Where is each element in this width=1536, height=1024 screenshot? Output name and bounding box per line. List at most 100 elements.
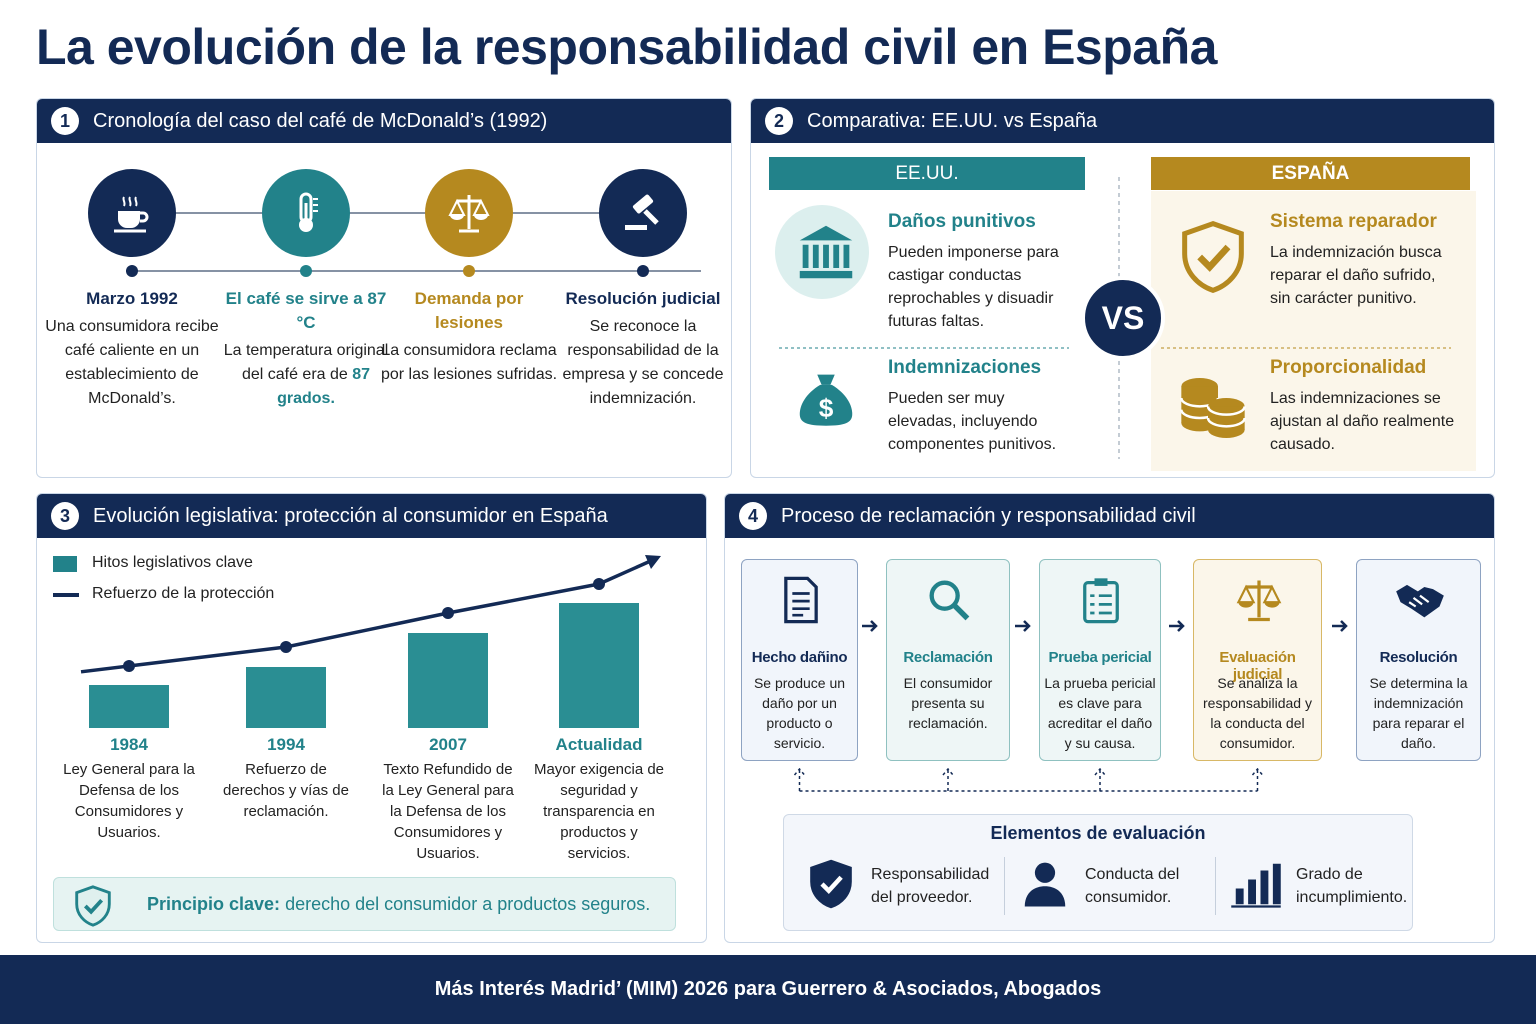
evaluation-title: Elementos de evaluación [990,823,1206,843]
drawing-layer [793,620,1348,792]
step: Demanda por lesiones La consumidora recla… [379,287,559,387]
panel-number: 2 [765,107,793,135]
icon [1173,217,1253,297]
feedback-arrow [1251,767,1264,791]
icon-part [299,218,313,232]
step-text: Se reconoce la responsabilidad de la emp… [553,315,731,411]
drawing-layer [126,212,701,277]
icon-part [1260,870,1269,905]
icon-part [1024,862,1066,907]
evaluation-item: Conducta del consumidor. [1085,866,1180,906]
flow-arrow [1332,620,1348,632]
panel-header: 1 Cronología del caso del café de McDonal… [37,99,731,143]
panel-title: Evolución legislativa: protección al con… [93,504,608,527]
step-title: El café se sirve a 87 °C [225,289,387,332]
icon [619,189,667,237]
icon [923,574,975,626]
icon-part [450,215,488,220]
principle-box: Principio clave: derecho del consumidor … [53,877,676,931]
icon-part [1090,594,1112,615]
icon-part [799,384,853,426]
panel-header: 2 Comparativa: EE.UU. vs España [751,99,1494,143]
icon-part [1083,578,1119,624]
principle-label: Principio clave: [147,894,281,914]
milestone-label: 1994 [267,735,305,754]
evaluation-separator [1004,857,1005,915]
icon-part [1094,578,1108,586]
step-text: Se determina la indemnización para repar… [1369,675,1468,751]
step-text: Una consumidora recibe café caliente en … [42,315,222,411]
timeline-dot [463,265,475,277]
icon [775,574,827,626]
line-point [280,641,292,653]
milestone-label: 2007 [429,735,467,754]
icon [108,189,156,237]
line-point [593,578,605,590]
milestone-label: 1984 [110,735,148,754]
evaluation-item: Grado de incumplimiento. [1296,866,1408,906]
icon-part [820,875,843,895]
flow-arrow [862,620,878,632]
icon [70,881,116,931]
principle-text: Principio clave: derecho del consumidor … [147,894,650,915]
step-highlight: 87 grados. [277,366,371,407]
panel-number: 4 [739,502,767,530]
milestone-text: Mayor exigencia de seguridad y transpare… [533,761,665,862]
icon-part [114,196,149,233]
step-circle [262,169,350,257]
milestone-label: Actualidad [555,735,643,754]
milestone-text: Texto Refundido de la Ley General para l… [382,761,514,862]
panel-header: 3 Evolución legislativa: protección al co… [37,494,706,538]
icon-part [783,576,818,624]
timeline-dot [300,265,312,277]
icon-part [1197,244,1231,272]
icon-part [1034,862,1056,883]
item-title: Daños punitivos [888,211,1036,232]
icon-part [799,270,853,279]
step-title: Reclamación [903,649,993,666]
principle-body: derecho del consumidor a productos segur… [285,894,651,914]
bar [559,603,639,728]
step-text-part: Una consumidora recibe café caliente en … [45,318,219,407]
panel-title: Cronología del caso del café de McDonald… [93,109,548,132]
icon-part [625,225,647,230]
icon-part [1182,221,1244,293]
icon-part [625,194,659,230]
feedback-arrow [1094,767,1106,791]
bar [246,667,326,728]
step-text: Se produce un daño por un producto o ser… [753,675,846,751]
icon-part [929,580,960,611]
feedback-arrow [942,767,954,791]
icon-part [1024,886,1066,907]
step-title: Resolución judicial [565,289,721,308]
item-text: Las indemnizaciones se ajustan al daño r… [1270,390,1455,453]
step: Marzo 1992 Una consumidora recibe café ca… [42,287,222,411]
icon-part [1395,584,1444,618]
item-text: Pueden ser muy elevadas, incluyendo comp… [888,390,1057,453]
item-text: La indemnización busca reparar el daño s… [1270,244,1442,307]
icon-part [783,576,818,624]
icon-part [799,225,853,241]
icon-part [632,194,654,214]
evaluation-item: Responsabilidad del proveedor. [871,866,990,906]
icon-part [448,195,490,233]
legislation-panel: 3 Evolución legislativa: protección al co… [36,493,707,943]
icon-part [810,859,852,909]
icon [1173,363,1253,443]
icon: $ [791,363,861,433]
bar [408,633,488,728]
item-text: Pueden imponerse para castigar conductas… [888,244,1059,330]
step-title: Prueba pericial [1048,649,1152,666]
step-circle [88,169,176,257]
icon [282,189,330,237]
icon-part [75,885,111,927]
line-point [123,660,135,672]
step-circle [599,169,687,257]
icon-part [1245,580,1272,622]
process-step: Prueba pericial La prueba pericial es cla… [1039,559,1161,761]
arrow-head [645,555,661,569]
icon-part [1083,581,1119,624]
page-title: La evolución de la responsabilidad civil… [36,19,1217,75]
timeline-dot [126,265,138,277]
